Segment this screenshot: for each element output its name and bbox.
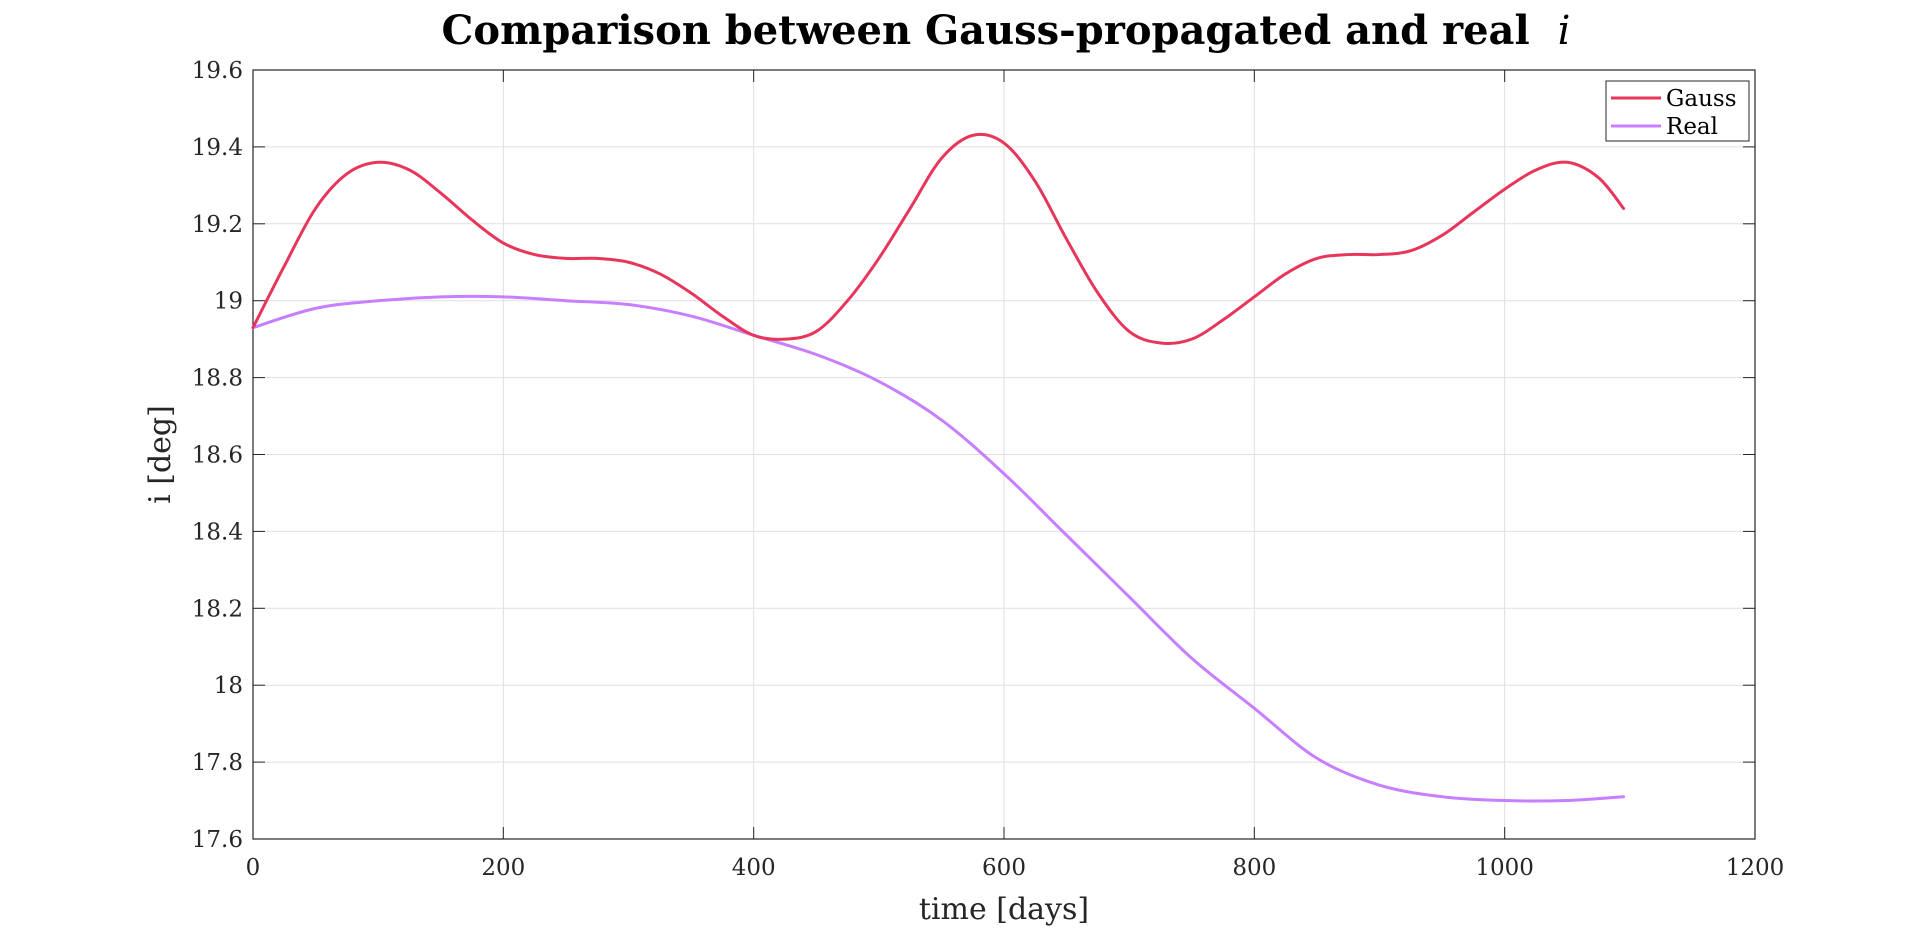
series-line-gauss xyxy=(251,132,1626,345)
y-axis-label: i [deg] xyxy=(143,405,178,504)
y-tick-label: 17.6 xyxy=(192,827,243,853)
y-tick-label: 18.2 xyxy=(192,596,243,622)
x-tick-label: 600 xyxy=(982,855,1026,881)
y-tick-label: 19 xyxy=(214,289,243,315)
x-tick-label: 1200 xyxy=(1726,855,1785,881)
y-tick-label: 19.2 xyxy=(192,212,243,238)
chart-title-symbol: i xyxy=(1558,8,1571,54)
x-axis-label: time [days] xyxy=(919,892,1089,927)
series-line-real xyxy=(251,294,1626,803)
chart-title: Comparison between Gauss-propagated and … xyxy=(442,7,1571,54)
tick-labels: 0 200 400 600 800 1000 1200 17.6 17.8 18 18.2 18.4 1… xyxy=(192,58,1784,881)
x-tick-label: 200 xyxy=(481,855,525,881)
legend-label-gauss: Gauss xyxy=(1666,86,1737,112)
y-tick-label: 19.4 xyxy=(192,135,243,161)
grid xyxy=(253,70,1755,839)
x-tick-label: 1000 xyxy=(1475,855,1534,881)
plot-area xyxy=(251,132,1626,803)
y-tick-label: 19.6 xyxy=(192,58,243,84)
axes-box xyxy=(252,69,1756,840)
x-tick-label: 0 xyxy=(246,855,261,881)
legend-label-real: Real xyxy=(1666,114,1718,140)
x-tick-label: 800 xyxy=(1232,855,1276,881)
y-tick-label: 18.8 xyxy=(192,366,243,392)
x-tick-label: 400 xyxy=(732,855,776,881)
y-tick-label: 18.6 xyxy=(192,443,243,469)
y-tick-label: 17.8 xyxy=(192,750,243,776)
legend: Gauss Real xyxy=(1605,80,1750,142)
chart-title-text: Comparison between Gauss-propagated and … xyxy=(442,7,1530,54)
y-tick-label: 18 xyxy=(214,673,243,699)
legend-box xyxy=(1605,80,1750,142)
y-tick-label: 18.4 xyxy=(192,519,243,545)
